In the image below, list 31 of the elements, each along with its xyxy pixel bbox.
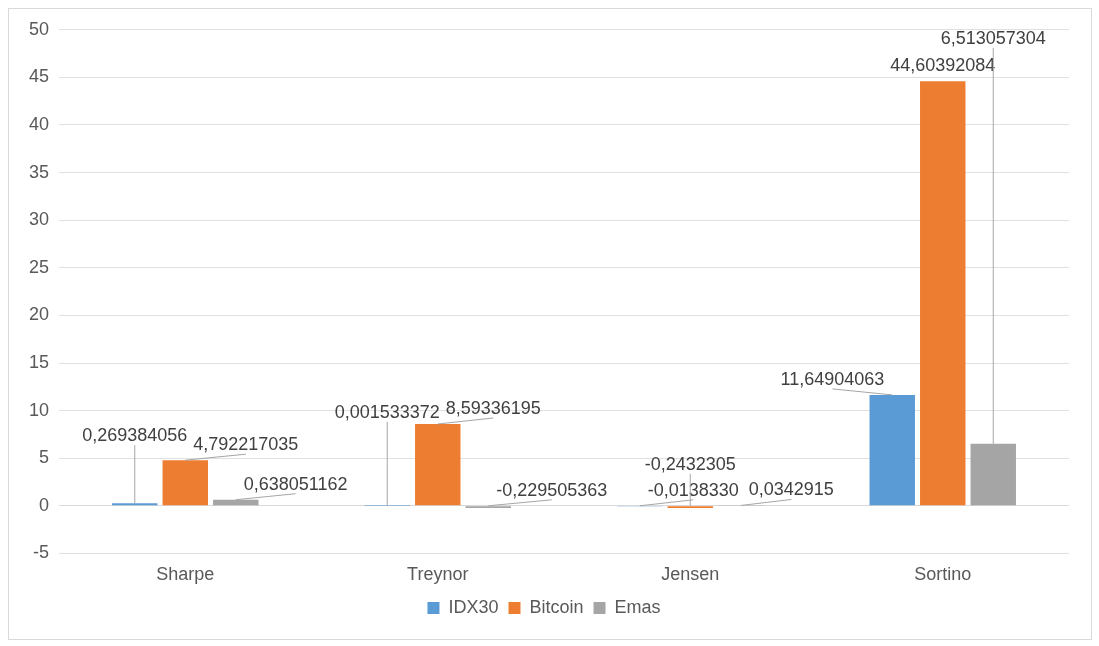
y-tick-label: -5 — [33, 542, 50, 563]
y-tick-label: 35 — [28, 161, 50, 182]
data-label: 0,001533372 — [334, 401, 440, 422]
data-label: 44,60392084 — [890, 55, 996, 76]
y-tick-label: 45 — [28, 66, 50, 87]
data-label: 0,269384056 — [82, 425, 188, 446]
data-label: 0,638051162 — [243, 473, 348, 494]
data-label: -0,229505363 — [496, 479, 608, 500]
data-label: 4,792217035 — [193, 434, 299, 455]
y-tick-label: 5 — [39, 447, 50, 468]
x-tick-label: Treynor — [407, 564, 469, 585]
y-tick-label: 0 — [39, 494, 50, 515]
data-label: 0,0342915 — [748, 479, 834, 500]
x-tick-label: Jensen — [661, 564, 720, 585]
data-label: 8,59336195 — [445, 397, 541, 418]
x-tick-label: Sortino — [914, 564, 972, 585]
y-tick-label: 30 — [28, 209, 50, 230]
legend-label: Bitcoin — [529, 596, 584, 617]
data-label: -0,0138330 — [647, 479, 739, 500]
y-tick-label: 25 — [28, 256, 50, 277]
data-label: 11,64904063 — [780, 368, 885, 389]
legend-label: IDX30 — [448, 596, 499, 617]
x-tick-label: Sharpe — [156, 564, 215, 585]
y-tick-label: 10 — [28, 399, 50, 420]
y-tick-label: 15 — [28, 351, 50, 372]
y-tick-label: 50 — [28, 18, 50, 39]
y-tick-label: 20 — [28, 304, 50, 325]
legend-label: Emas — [614, 596, 661, 617]
data-label: -0,2432305 — [644, 453, 736, 474]
y-tick-label: 40 — [28, 113, 50, 134]
data-label: 6,513057304 — [940, 27, 1046, 48]
